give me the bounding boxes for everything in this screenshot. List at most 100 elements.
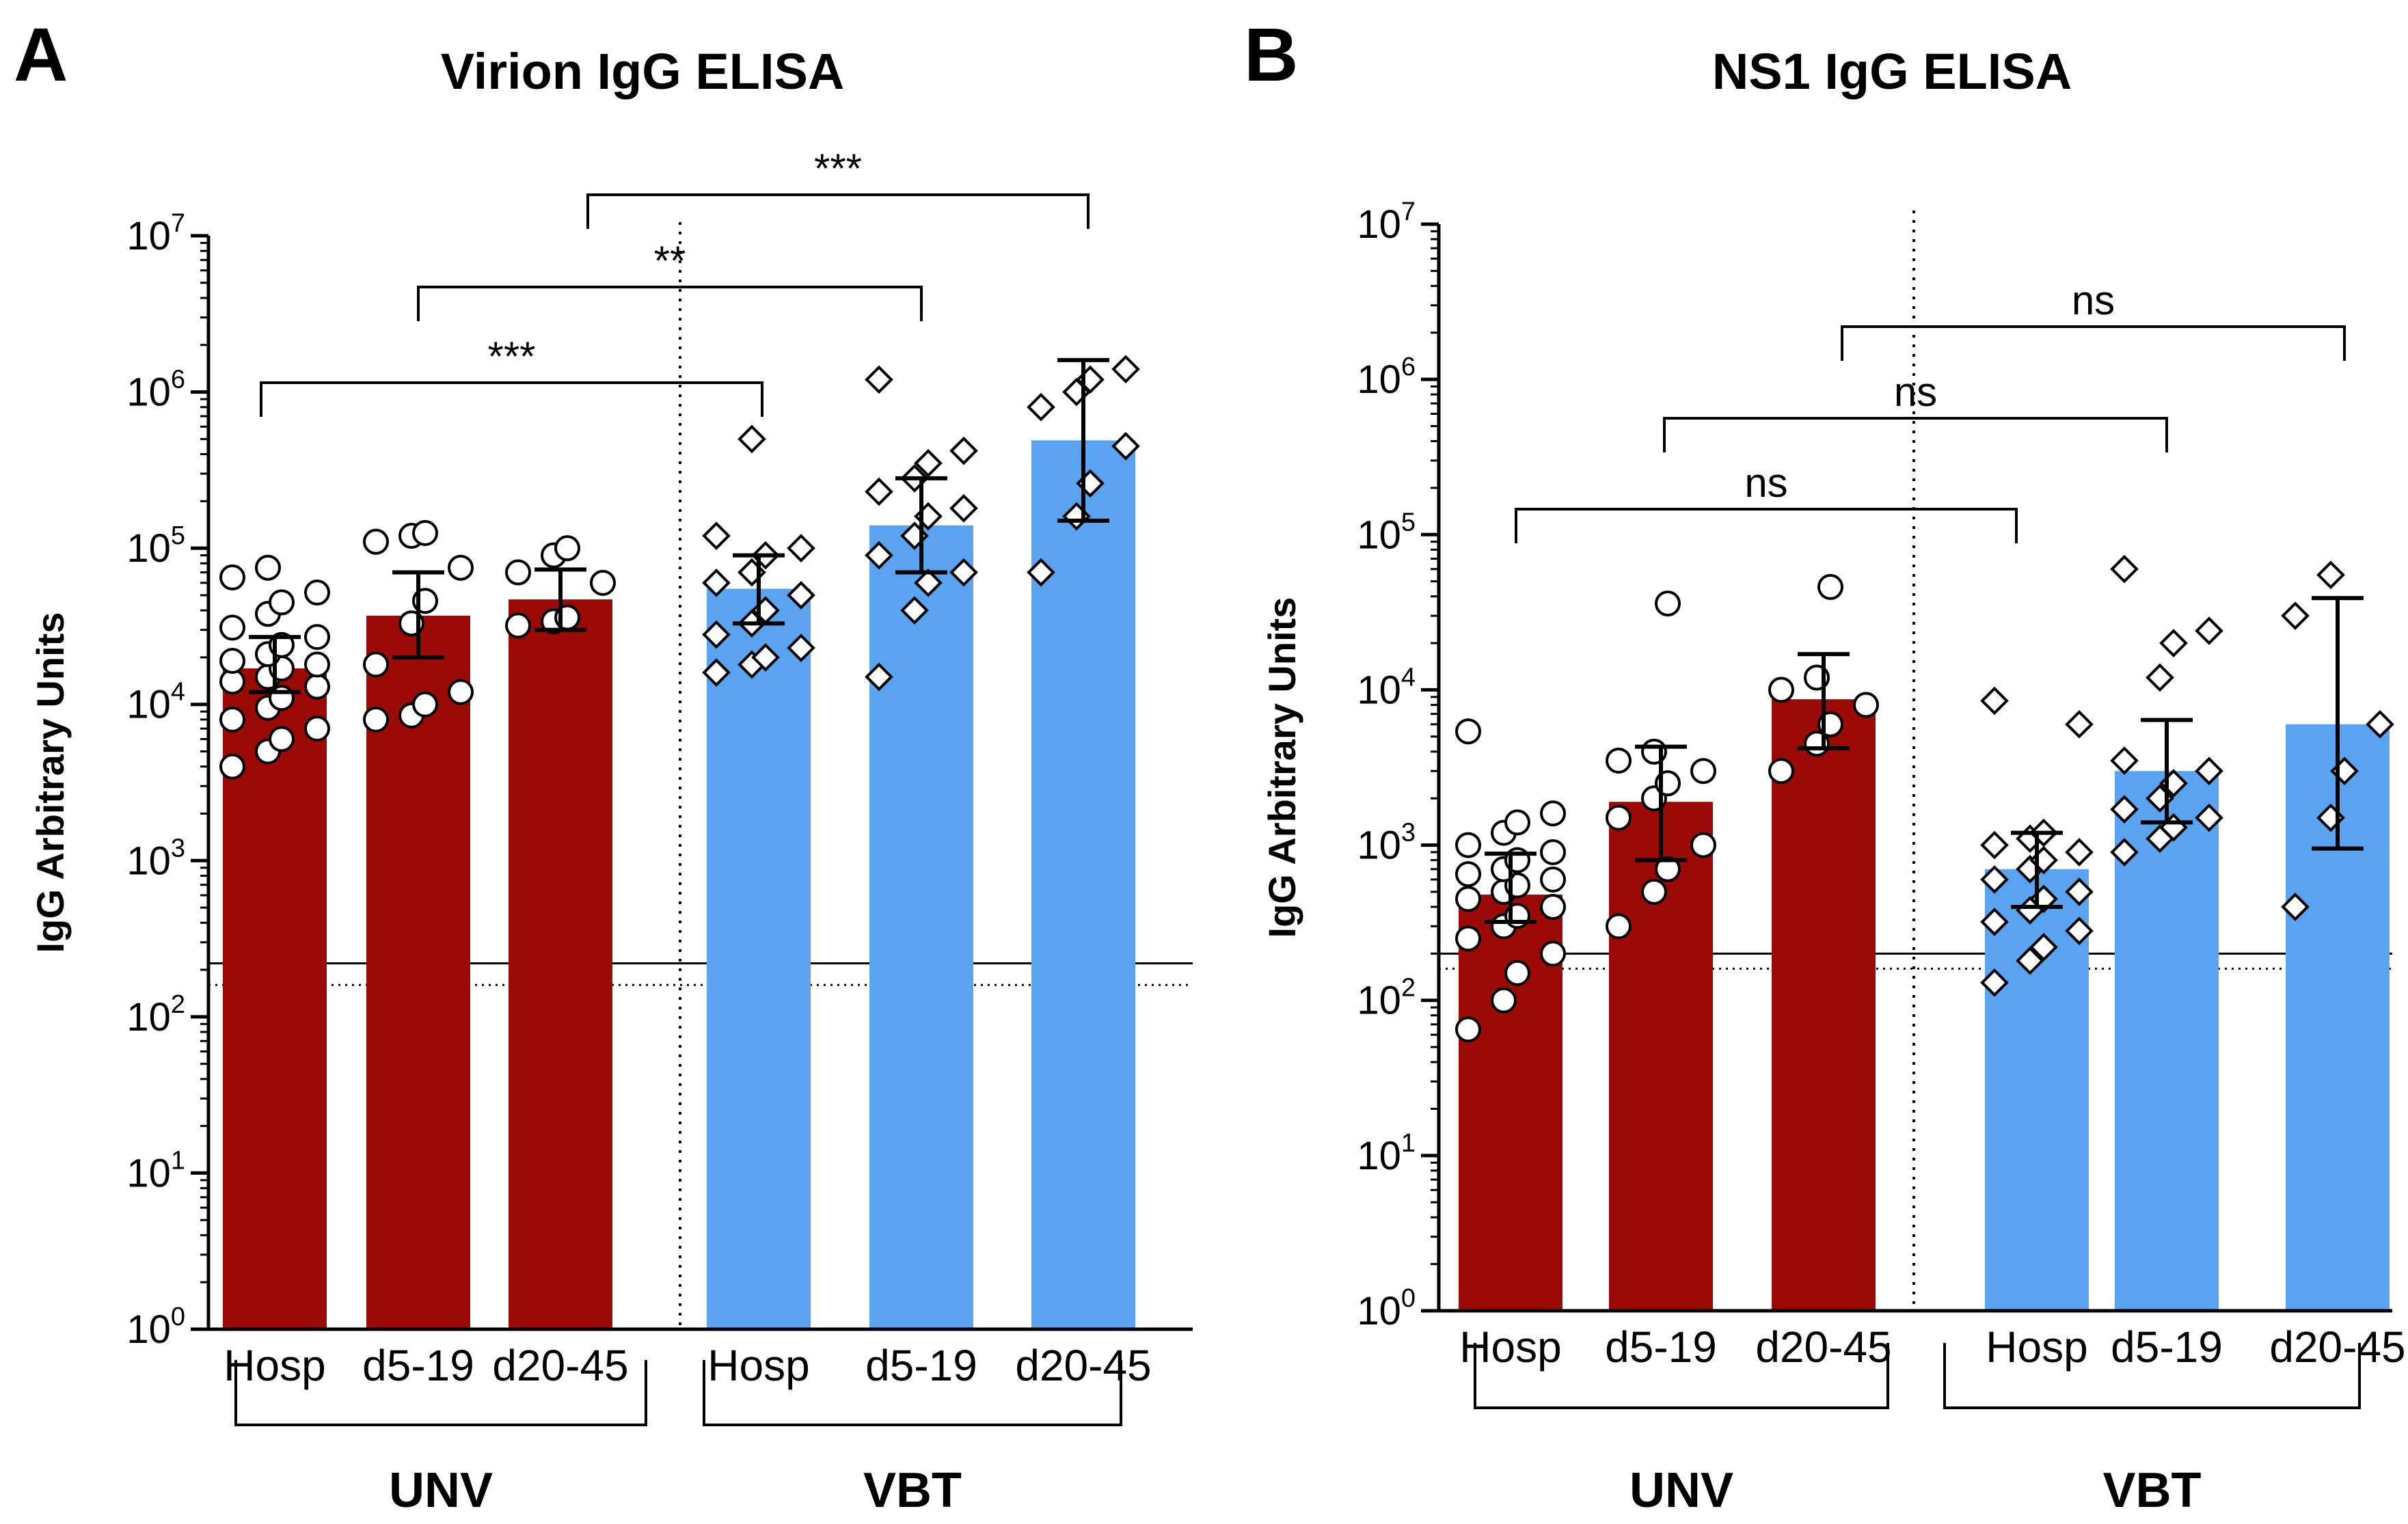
data-point: [1455, 886, 1481, 912]
x-tick-label: Hosp: [224, 1341, 325, 1390]
x-tick-label: d5-19: [2111, 1322, 2223, 1372]
data-point: [363, 528, 389, 555]
data-point: [304, 716, 330, 742]
data-point: [1491, 987, 1517, 1013]
comparison-bracket: [1663, 417, 2168, 452]
comparison-bracket: [586, 193, 1090, 229]
data-point: [738, 424, 766, 454]
data-point: [702, 569, 731, 597]
panel-letter: B: [1244, 13, 1298, 97]
chart-title: NS1 IgG ELISA: [1712, 43, 2072, 100]
data-point: [255, 554, 281, 581]
data-point: [363, 706, 389, 733]
data-point: [1540, 839, 1566, 865]
y-tick-label: 106: [1357, 353, 1416, 402]
data-point: [1504, 809, 1530, 836]
data-point: [412, 519, 438, 546]
x-tick-label: Hosp: [1986, 1322, 2087, 1372]
data-point: [751, 643, 780, 672]
data-point: [1853, 692, 1879, 718]
data-point: [1111, 355, 1140, 383]
data-point: [865, 477, 893, 506]
data-point: [702, 620, 731, 649]
data-point: [949, 558, 978, 587]
y-tick-label: 105: [126, 521, 185, 571]
data-point: [304, 673, 330, 700]
data-point: [1606, 913, 1632, 940]
bar: [707, 588, 811, 1329]
data-point: [2029, 933, 2058, 962]
data-point: [2195, 616, 2223, 645]
data-point: [219, 647, 245, 674]
comparison-bracket: [417, 286, 923, 321]
data-point: [1980, 908, 2009, 936]
data-point: [865, 365, 893, 394]
comparison-bracket: [1841, 325, 2346, 361]
data-point: [1655, 856, 1681, 882]
significance-label: **: [654, 238, 686, 284]
group-bracket: [234, 1360, 647, 1426]
y-tick-label: 102: [1357, 974, 1416, 1023]
data-point: [219, 564, 245, 590]
data-point: [1111, 432, 1140, 461]
data-point: [2016, 946, 2044, 975]
data-point: [2146, 663, 2174, 692]
data-point: [1655, 590, 1681, 617]
data-point: [1980, 865, 2009, 894]
bar: [223, 668, 327, 1329]
data-point: [2281, 893, 2310, 921]
data-point: [1606, 747, 1632, 774]
data-point: [363, 651, 389, 678]
data-point: [304, 580, 330, 606]
data-point: [2316, 560, 2345, 590]
data-point: [2110, 795, 2139, 824]
bar: [2115, 771, 2219, 1311]
data-point: [1540, 940, 1566, 967]
data-point: [269, 726, 295, 752]
data-point: [219, 753, 245, 780]
data-point: [1504, 960, 1530, 986]
data-point: [2366, 709, 2394, 739]
data-point: [787, 634, 815, 662]
x-tick-label: d5-19: [1605, 1322, 1717, 1372]
data-point: [949, 436, 978, 465]
data-point: [1606, 804, 1632, 831]
y-tick-label: 100: [1357, 1284, 1416, 1333]
data-point: [787, 534, 815, 562]
comparison-bracket: [260, 381, 763, 417]
data-point: [1980, 968, 2009, 997]
group-label: UNV: [1629, 1463, 1733, 1518]
bar: [509, 599, 612, 1329]
chart-panel-a: A Virion IgG ELISA IgG Arbitrary Units 100 1…: [14, 13, 1193, 1518]
significance-label: ns: [1894, 369, 1937, 415]
data-point: [2281, 601, 2310, 630]
y-tick-label: 102: [126, 990, 185, 1039]
data-point: [1980, 686, 2009, 716]
data-point: [702, 521, 731, 550]
data-point: [914, 569, 943, 597]
y-tick-label: 101: [1357, 1129, 1416, 1178]
y-tick-label: 107: [1357, 198, 1416, 247]
data-point: [448, 679, 474, 705]
data-point: [1027, 392, 1055, 422]
data-point: [2065, 916, 2094, 945]
panel-letter: A: [14, 13, 68, 97]
data-point: [787, 581, 815, 610]
data-point: [1540, 866, 1566, 893]
data-point: [2065, 709, 2094, 739]
data-point: [1455, 861, 1481, 888]
group-label: VBT: [2103, 1463, 2202, 1518]
data-point: [865, 662, 893, 692]
x-tick-label: d20-45: [2269, 1322, 2405, 1372]
data-point: [1540, 893, 1566, 920]
data-point: [1768, 677, 1794, 703]
data-point: [2195, 803, 2223, 832]
data-point: [1455, 1016, 1481, 1043]
data-point: [865, 541, 893, 570]
y-tick-label: 107: [126, 209, 185, 258]
data-point: [1455, 832, 1481, 858]
data-point: [2065, 838, 2094, 867]
chart-panel-b: B NS1 IgG ELISA IgG Arbitrary Units 100 101 1…: [1244, 13, 2406, 1518]
x-tick-label: Hosp: [1459, 1322, 1561, 1372]
